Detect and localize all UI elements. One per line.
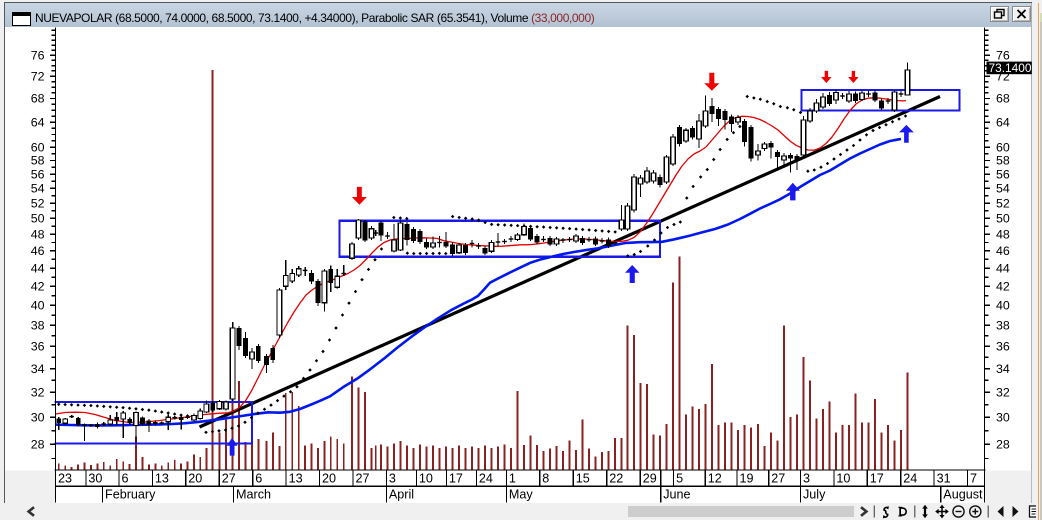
svg-text:24: 24 <box>479 471 493 485</box>
svg-text:40: 40 <box>31 299 45 313</box>
svg-text:13: 13 <box>289 471 303 485</box>
svg-text:44: 44 <box>996 261 1010 275</box>
svg-text:15: 15 <box>576 471 590 485</box>
svg-text:48: 48 <box>31 228 45 242</box>
svg-text:68: 68 <box>996 92 1010 106</box>
svg-text:20: 20 <box>322 471 336 485</box>
svg-text:July: July <box>803 488 826 502</box>
svg-text:7: 7 <box>970 471 977 485</box>
svg-text:50: 50 <box>996 212 1010 226</box>
svg-text:3: 3 <box>389 471 396 485</box>
svg-text:27: 27 <box>222 471 236 485</box>
svg-text:44: 44 <box>31 261 45 275</box>
svg-text:12: 12 <box>708 471 722 485</box>
svg-text:13: 13 <box>155 471 169 485</box>
svg-text:32: 32 <box>31 386 45 400</box>
svg-text:60: 60 <box>31 141 45 155</box>
svg-text:10: 10 <box>419 471 433 485</box>
svg-text:58: 58 <box>996 154 1010 168</box>
svg-text:54: 54 <box>31 182 45 196</box>
svg-text:38: 38 <box>31 319 45 333</box>
svg-text:30: 30 <box>31 411 45 425</box>
svg-text:72: 72 <box>31 70 45 84</box>
svg-text:6: 6 <box>122 471 129 485</box>
svg-text:1: 1 <box>509 471 516 485</box>
svg-text:6: 6 <box>255 471 262 485</box>
svg-text:60: 60 <box>996 141 1010 155</box>
svg-text:8: 8 <box>542 471 549 485</box>
svg-text:36: 36 <box>996 340 1010 354</box>
svg-text:22: 22 <box>609 471 623 485</box>
svg-text:17: 17 <box>870 471 884 485</box>
svg-text:29: 29 <box>643 471 657 485</box>
svg-text:5: 5 <box>676 471 683 485</box>
svg-text:31: 31 <box>937 471 951 485</box>
svg-text:May: May <box>509 488 533 502</box>
svg-text:17: 17 <box>449 471 463 485</box>
svg-text:50: 50 <box>31 212 45 226</box>
svg-text:58: 58 <box>31 154 45 168</box>
svg-text:28: 28 <box>31 438 45 452</box>
svg-text:19: 19 <box>740 471 754 485</box>
svg-text:76: 76 <box>31 48 45 62</box>
svg-text:March: March <box>236 488 271 502</box>
svg-text:48: 48 <box>996 228 1010 242</box>
svg-text:56: 56 <box>996 167 1010 181</box>
svg-text:23: 23 <box>58 471 72 485</box>
svg-text:54: 54 <box>996 182 1010 196</box>
svg-text:40: 40 <box>996 299 1010 313</box>
svg-text:52: 52 <box>996 196 1010 210</box>
svg-text:68: 68 <box>31 92 45 106</box>
svg-text:36: 36 <box>31 340 45 354</box>
svg-text:32: 32 <box>996 386 1010 400</box>
svg-text:August: August <box>943 488 983 502</box>
svg-text:27: 27 <box>356 471 370 485</box>
svg-text:3: 3 <box>803 471 810 485</box>
svg-text:April: April <box>389 488 414 502</box>
svg-text:64: 64 <box>31 115 45 129</box>
svg-text:38: 38 <box>996 319 1010 333</box>
svg-text:42: 42 <box>31 280 45 294</box>
svg-text:42: 42 <box>996 280 1010 294</box>
svg-text:30: 30 <box>996 411 1010 425</box>
svg-text:73.1400: 73.1400 <box>989 61 1032 75</box>
svg-text:10: 10 <box>836 471 850 485</box>
svg-text:34: 34 <box>31 362 45 376</box>
svg-text:February: February <box>105 488 156 502</box>
svg-text:56: 56 <box>31 167 45 181</box>
svg-text:46: 46 <box>31 244 45 258</box>
svg-text:30: 30 <box>88 471 102 485</box>
svg-text:76: 76 <box>996 48 1010 62</box>
svg-text:June: June <box>663 488 690 502</box>
svg-text:52: 52 <box>31 196 45 210</box>
svg-text:24: 24 <box>903 471 917 485</box>
svg-text:20: 20 <box>188 471 202 485</box>
svg-text:27: 27 <box>771 471 785 485</box>
svg-text:34: 34 <box>996 362 1010 376</box>
svg-text:46: 46 <box>996 244 1010 258</box>
svg-text:28: 28 <box>996 438 1010 452</box>
svg-text:64: 64 <box>996 115 1010 129</box>
